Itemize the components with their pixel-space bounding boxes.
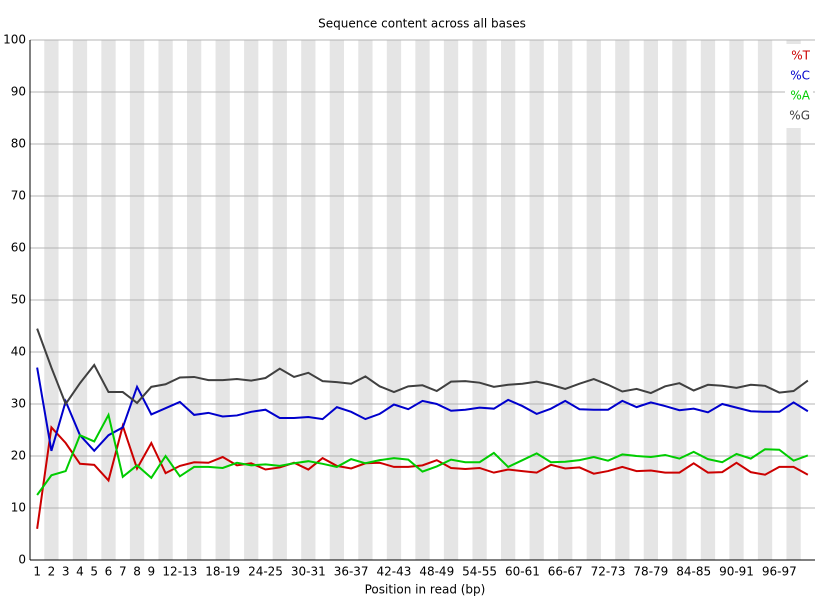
- series-line: [36, 367, 809, 453]
- x-tick-label: 84-85: [676, 565, 711, 579]
- y-tick-label: 0: [18, 553, 26, 567]
- x-tick-label: 24-25: [248, 565, 283, 579]
- legend-box: [785, 44, 813, 128]
- x-tick-label: 18-19: [205, 565, 240, 579]
- x-tick-label: 5: [90, 565, 98, 579]
- legend-entry: %T: [791, 49, 810, 63]
- chart-title: Sequence content across all bases: [318, 17, 526, 31]
- series-line: [36, 412, 809, 496]
- x-tick-label: 6: [105, 565, 113, 579]
- y-tick-label: 100: [3, 33, 26, 47]
- y-tick-label: 50: [11, 293, 26, 307]
- x-tick-label: 30-31: [291, 565, 326, 579]
- x-tick-label: 3: [62, 565, 70, 579]
- x-tick-label: 7: [119, 565, 127, 579]
- x-tick-label: 78-79: [633, 565, 668, 579]
- x-tick-label: 66-67: [548, 565, 583, 579]
- x-tick-label: 36-37: [334, 565, 369, 579]
- x-tick-label: 2: [48, 565, 56, 579]
- y-tick-label: 10: [11, 501, 26, 515]
- x-tick-label: 9: [147, 565, 155, 579]
- x-tick-label: 96-97: [762, 565, 797, 579]
- series-line: [36, 422, 809, 529]
- x-tick-label: 72-73: [591, 565, 626, 579]
- x-axis-title: Position in read (bp): [365, 583, 486, 597]
- y-tick-label: 20: [11, 449, 26, 463]
- y-tick-label: 40: [11, 345, 26, 359]
- x-tick-label: 90-91: [719, 565, 754, 579]
- y-tick-label: 30: [11, 397, 26, 411]
- x-tick-label: 60-61: [505, 565, 540, 579]
- x-tick-label: 8: [133, 565, 141, 579]
- legend-entry: %G: [789, 109, 810, 123]
- x-tick-label: 1: [33, 565, 41, 579]
- x-tick-label: 12-13: [162, 565, 197, 579]
- legend-entry: %A: [790, 89, 810, 103]
- x-tick-label: 4: [76, 565, 84, 579]
- y-tick-label: 90: [11, 85, 26, 99]
- x-tick-label: 54-55: [462, 565, 497, 579]
- y-tick-label: 60: [11, 241, 26, 255]
- y-tick-label: 70: [11, 189, 26, 203]
- series-line: [36, 328, 809, 407]
- legend-entry: %C: [790, 69, 810, 83]
- y-tick-label: 80: [11, 137, 26, 151]
- x-tick-label: 48-49: [419, 565, 454, 579]
- legend: %T %C %A %G: [785, 44, 813, 128]
- x-tick-label: 42-43: [377, 565, 412, 579]
